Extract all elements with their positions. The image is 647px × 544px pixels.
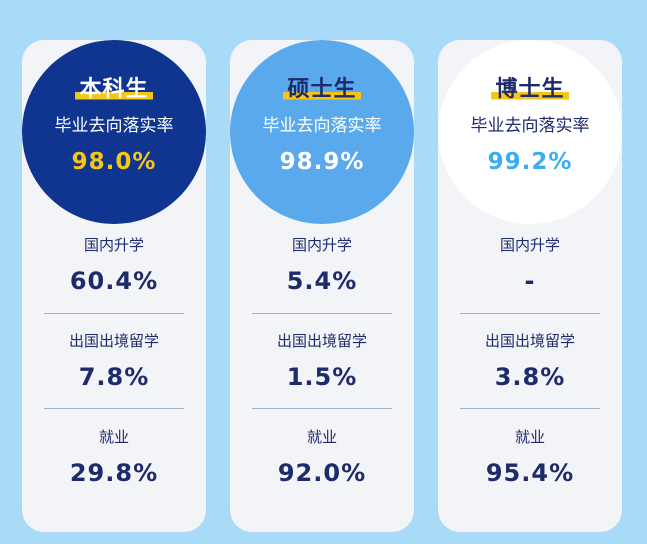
domestic-study-stat: 国内升学 5.4% xyxy=(230,236,414,296)
placement-rate-value: 98.9% xyxy=(279,149,365,175)
divider xyxy=(460,313,600,314)
stat-value: - xyxy=(524,267,536,295)
stat-value: 95.4% xyxy=(485,459,575,487)
employment-stat: 就业 95.4% xyxy=(438,428,622,488)
stat-value: 5.4% xyxy=(286,267,358,295)
stat-label: 就业 xyxy=(98,428,129,446)
placement-rate-label: 毕业去向落实率 xyxy=(262,116,382,136)
stat-value: 7.8% xyxy=(78,363,150,391)
employment-stat: 就业 92.0% xyxy=(230,428,414,488)
divider xyxy=(252,408,392,409)
stat-value: 29.8% xyxy=(69,459,159,487)
divider xyxy=(44,313,184,314)
domestic-study-stat: 国内升学 - xyxy=(438,236,622,296)
stat-label: 国内升学 xyxy=(499,236,560,254)
stat-value: 1.5% xyxy=(286,363,358,391)
stat-label: 国内升学 xyxy=(83,236,144,254)
degree-title: 本科生 xyxy=(75,78,153,102)
stat-label: 就业 xyxy=(306,428,337,446)
placement-rate-value: 98.0% xyxy=(71,149,157,175)
degree-title: 硕士生 xyxy=(283,78,361,102)
stat-label: 就业 xyxy=(514,428,545,446)
placement-rate-label: 毕业去向落实率 xyxy=(54,116,174,136)
overseas-study-stat: 出国出境留学 1.5% xyxy=(230,332,414,392)
placement-rate-value: 99.2% xyxy=(487,149,573,175)
divider xyxy=(44,408,184,409)
stat-label: 出国出境留学 xyxy=(276,332,367,350)
stat-label: 国内升学 xyxy=(291,236,352,254)
divider xyxy=(252,313,392,314)
domestic-study-stat: 国内升学 60.4% xyxy=(22,236,206,296)
doctoral-circle: 博士生 毕业去向落实率 99.2% xyxy=(438,40,622,224)
overseas-study-stat: 出国出境留学 7.8% xyxy=(22,332,206,392)
placement-rate-label: 毕业去向落实率 xyxy=(470,116,590,136)
stat-value: 60.4% xyxy=(69,267,159,295)
stat-label: 出国出境留学 xyxy=(484,332,575,350)
divider xyxy=(460,408,600,409)
degree-title: 博士生 xyxy=(491,78,569,102)
overseas-study-stat: 出国出境留学 3.8% xyxy=(438,332,622,392)
stat-value: 92.0% xyxy=(277,459,367,487)
stat-label: 出国出境留学 xyxy=(68,332,159,350)
stat-value: 3.8% xyxy=(494,363,566,391)
employment-stat: 就业 29.8% xyxy=(22,428,206,488)
master-circle: 硕士生 毕业去向落实率 98.9% xyxy=(230,40,414,224)
undergraduate-circle: 本科生 毕业去向落实率 98.0% xyxy=(22,40,206,224)
